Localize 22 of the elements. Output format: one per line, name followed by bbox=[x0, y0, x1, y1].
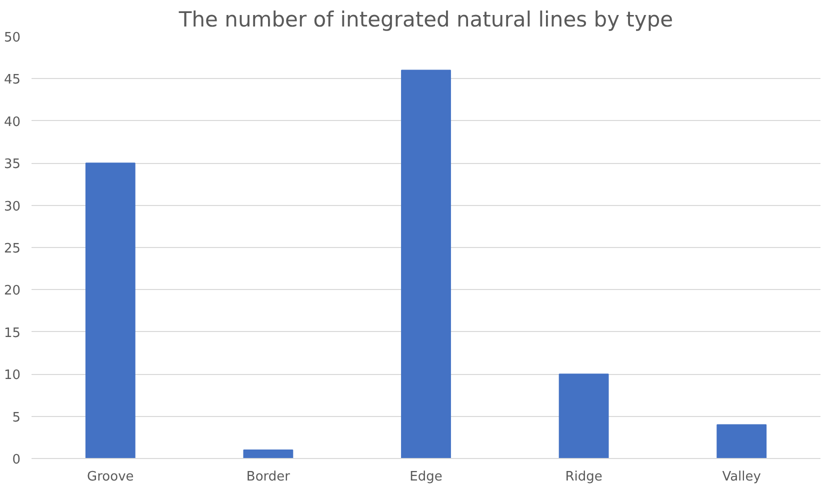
x-tick-label: Ridge bbox=[565, 470, 602, 484]
x-tick-label: Border bbox=[246, 470, 291, 484]
y-tick-label: 30 bbox=[4, 199, 21, 214]
y-tick-label: 45 bbox=[4, 72, 21, 88]
y-tick-label: 20 bbox=[4, 284, 21, 299]
chart-title: The number of integrated natural lines by type bbox=[178, 8, 674, 32]
bar bbox=[243, 450, 294, 458]
x-tick-label: Edge bbox=[410, 470, 442, 484]
bar bbox=[401, 70, 451, 458]
y-tick-label: 15 bbox=[4, 326, 21, 341]
bar bbox=[716, 424, 767, 458]
bar bbox=[558, 374, 609, 458]
bar bbox=[85, 162, 136, 458]
y-tick-label: 0 bbox=[12, 452, 21, 468]
x-tick-label: Groove bbox=[87, 470, 134, 484]
x-tick-label: Valley bbox=[722, 470, 762, 484]
y-tick-label: 35 bbox=[4, 157, 21, 172]
y-tick-label: 25 bbox=[4, 242, 21, 256]
y-tick-label: 40 bbox=[4, 114, 21, 130]
y-tick-label: 5 bbox=[12, 410, 21, 426]
y-tick-label: 50 bbox=[4, 30, 21, 46]
y-tick-label: 10 bbox=[4, 368, 21, 384]
